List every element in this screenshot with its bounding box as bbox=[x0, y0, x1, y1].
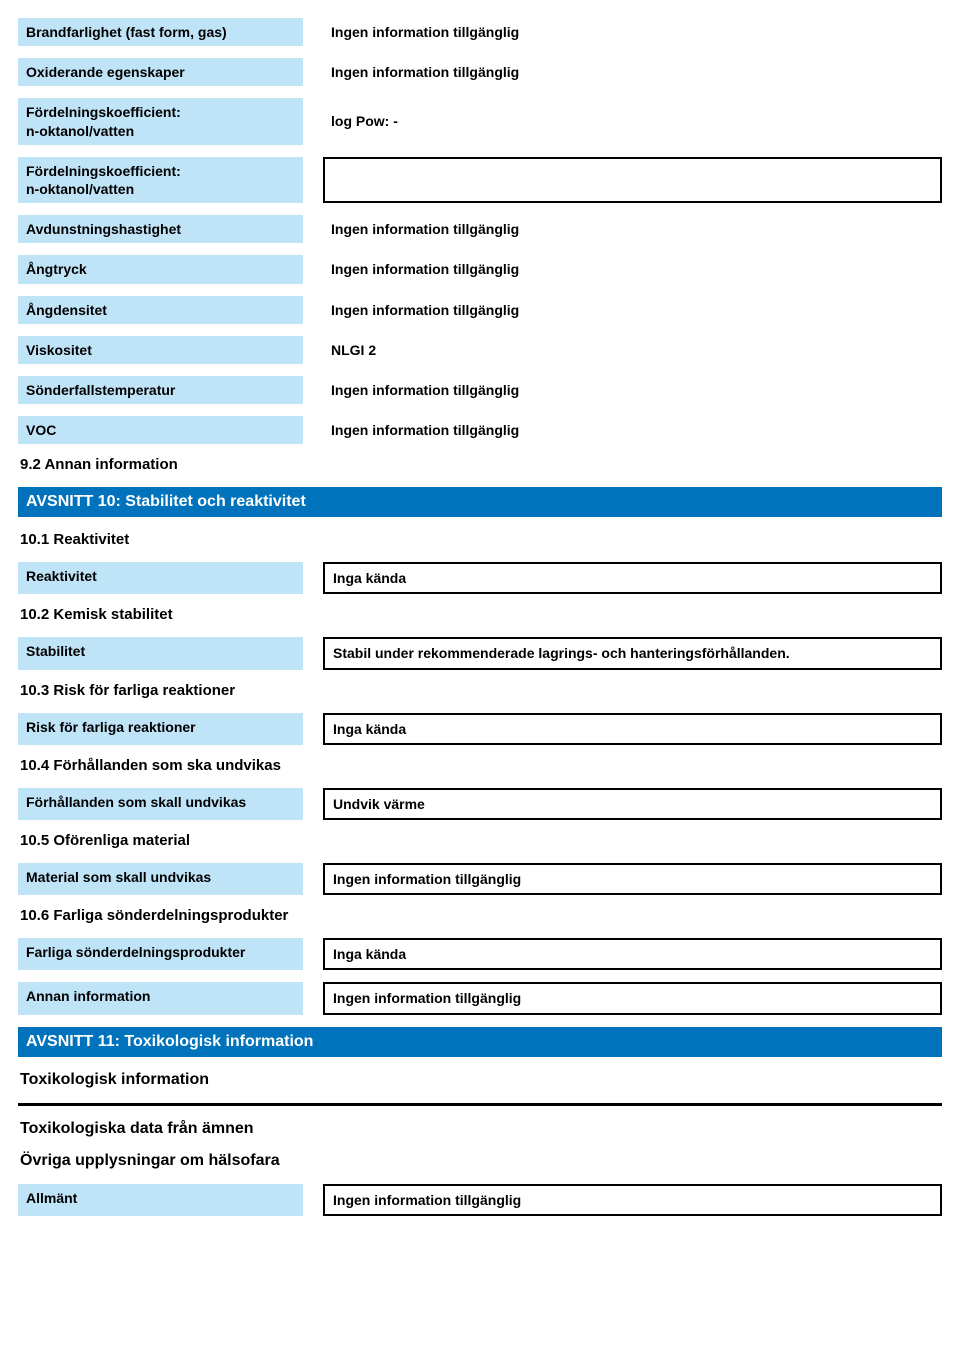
property-value: NLGI 2 bbox=[323, 336, 942, 364]
table-row: Ångdensitet Ingen information tillgängli… bbox=[18, 296, 942, 324]
property-label: Ångdensitet bbox=[18, 296, 303, 324]
property-label: Stabilitet bbox=[18, 637, 303, 669]
table-row: Brandfarlighet (fast form, gas) Ingen in… bbox=[18, 18, 942, 46]
property-label: Allmänt bbox=[18, 1184, 303, 1216]
property-label: Fördelningskoefficient: n-oktanol/vatten bbox=[18, 98, 303, 144]
property-label: Viskositet bbox=[18, 336, 303, 364]
table-row: Fördelningskoefficient: n-oktanol/vatten bbox=[18, 157, 942, 203]
property-value: Inga kända bbox=[323, 938, 942, 970]
property-value bbox=[323, 157, 942, 203]
property-value: Ingen information tillgänglig bbox=[323, 58, 942, 86]
property-value: Stabil under rekommenderade lagrings- oc… bbox=[323, 637, 942, 669]
properties-group: Brandfarlighet (fast form, gas) Ingen in… bbox=[18, 18, 942, 444]
section-10-title: AVSNITT 10: Stabilitet och reaktivitet bbox=[18, 487, 942, 517]
table-row: Sönderfallstemperatur Ingen information … bbox=[18, 376, 942, 404]
table-row: Avdunstningshastighet Ingen information … bbox=[18, 215, 942, 243]
table-row: Viskositet NLGI 2 bbox=[18, 336, 942, 364]
section-11-sub1: Toxikologisk information bbox=[18, 1071, 942, 1089]
property-value: Ingen information tillgänglig bbox=[323, 215, 942, 243]
subsection-10-5: 10.5 Oförenliga material bbox=[18, 832, 942, 849]
table-row: Förhållanden som skall undvikas Undvik v… bbox=[18, 788, 942, 820]
property-label: Sönderfallstemperatur bbox=[18, 376, 303, 404]
table-row: Annan information Ingen information till… bbox=[18, 982, 942, 1014]
property-value: Ingen information tillgänglig bbox=[323, 296, 942, 324]
property-label: Risk för farliga reaktioner bbox=[18, 713, 303, 745]
section-11-sub2: Toxikologiska data från ämnen bbox=[18, 1120, 942, 1138]
property-value: Ingen information tillgänglig bbox=[323, 1184, 942, 1216]
table-row: Reaktivitet Inga kända bbox=[18, 562, 942, 594]
table-row: Stabilitet Stabil under rekommenderade l… bbox=[18, 637, 942, 669]
table-row: Allmänt Ingen information tillgänglig bbox=[18, 1184, 942, 1216]
subsection-10-2: 10.2 Kemisk stabilitet bbox=[18, 606, 942, 623]
property-value: Ingen information tillgänglig bbox=[323, 416, 942, 444]
property-label: Material som skall undvikas bbox=[18, 863, 303, 895]
property-label: Reaktivitet bbox=[18, 562, 303, 594]
property-label: Brandfarlighet (fast form, gas) bbox=[18, 18, 303, 46]
property-value: Ingen information tillgänglig bbox=[323, 376, 942, 404]
property-label: Ångtryck bbox=[18, 255, 303, 283]
property-value: Ingen information tillgänglig bbox=[323, 255, 942, 283]
property-label: Oxiderande egenskaper bbox=[18, 58, 303, 86]
property-label: VOC bbox=[18, 416, 303, 444]
property-label: Avdunstningshastighet bbox=[18, 215, 303, 243]
divider bbox=[18, 1103, 942, 1106]
table-row: Oxiderande egenskaper Ingen information … bbox=[18, 58, 942, 86]
section-11-ovriga: Övriga upplysningar om hälsofara bbox=[18, 1152, 942, 1170]
subsection-10-3: 10.3 Risk för farliga reaktioner bbox=[18, 682, 942, 699]
table-row: Ångtryck Ingen information tillgänglig bbox=[18, 255, 942, 283]
table-row: Farliga sönderdelningsprodukter Inga kän… bbox=[18, 938, 942, 970]
table-row: Material som skall undvikas Ingen inform… bbox=[18, 863, 942, 895]
property-value: Ingen information tillgänglig bbox=[323, 863, 942, 895]
subsection-10-4: 10.4 Förhållanden som ska undvikas bbox=[18, 757, 942, 774]
property-value: Inga kända bbox=[323, 562, 942, 594]
property-value: Ingen information tillgänglig bbox=[323, 18, 942, 46]
property-label: Annan information bbox=[18, 982, 303, 1014]
property-label: Farliga sönderdelningsprodukter bbox=[18, 938, 303, 970]
table-row: Risk för farliga reaktioner Inga kända bbox=[18, 713, 942, 745]
section-11-title: AVSNITT 11: Toxikologisk information bbox=[18, 1027, 942, 1057]
subsection-10-6: 10.6 Farliga sönderdelningsprodukter bbox=[18, 907, 942, 924]
property-value: Inga kända bbox=[323, 713, 942, 745]
property-value: Undvik värme bbox=[323, 788, 942, 820]
property-label: Fördelningskoefficient: n-oktanol/vatten bbox=[18, 157, 303, 203]
table-row: Fördelningskoefficient: n-oktanol/vatten… bbox=[18, 98, 942, 144]
property-value: log Pow: - bbox=[323, 98, 942, 144]
subsection-10-1: 10.1 Reaktivitet bbox=[18, 531, 942, 548]
property-label: Förhållanden som skall undvikas bbox=[18, 788, 303, 820]
subsection-9-2: 9.2 Annan information bbox=[18, 456, 942, 473]
property-value: Ingen information tillgänglig bbox=[323, 982, 942, 1014]
table-row: VOC Ingen information tillgänglig bbox=[18, 416, 942, 444]
